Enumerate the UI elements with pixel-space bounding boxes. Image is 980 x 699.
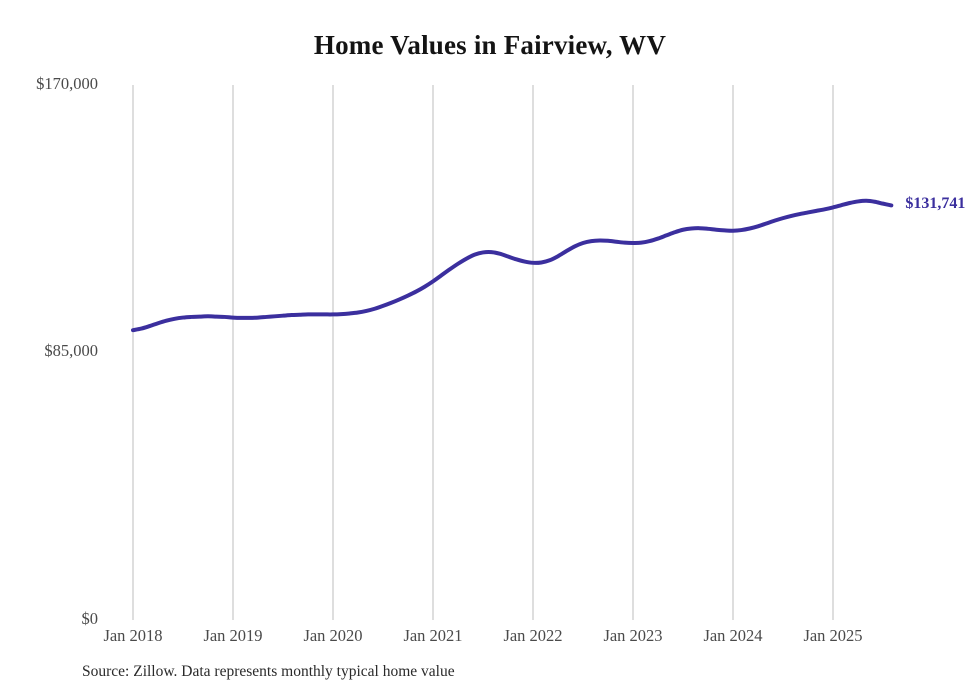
x-tick-label-jan-2024: Jan 2024 [703, 626, 763, 645]
y-tick-label-2: $170,000 [36, 74, 98, 93]
source-note: Source: Zillow. Data represents monthly … [82, 663, 455, 680]
end-value-label: $131,741 [905, 195, 966, 213]
x-tick-label-jan-2021: Jan 2021 [403, 626, 463, 645]
x-tick-label-jan-2023: Jan 2023 [603, 626, 663, 645]
series-line-typical-home-value [131, 198, 894, 333]
x-tick-label-jan-2025: Jan 2025 [803, 626, 863, 645]
x-tick-label-jan-2019: Jan 2019 [203, 626, 263, 645]
chart-title: Home Values in Fairview, WV [313, 30, 667, 60]
x-tick-label-jan-2018: Jan 2018 [103, 626, 163, 645]
x-tick-label-jan-2020: Jan 2020 [303, 626, 363, 645]
x-tick-label-jan-2022: Jan 2022 [503, 626, 563, 645]
y-tick-label-1: $85,000 [44, 341, 98, 360]
y-tick-label-0: $0 [81, 609, 99, 628]
gridlines [132, 85, 834, 620]
